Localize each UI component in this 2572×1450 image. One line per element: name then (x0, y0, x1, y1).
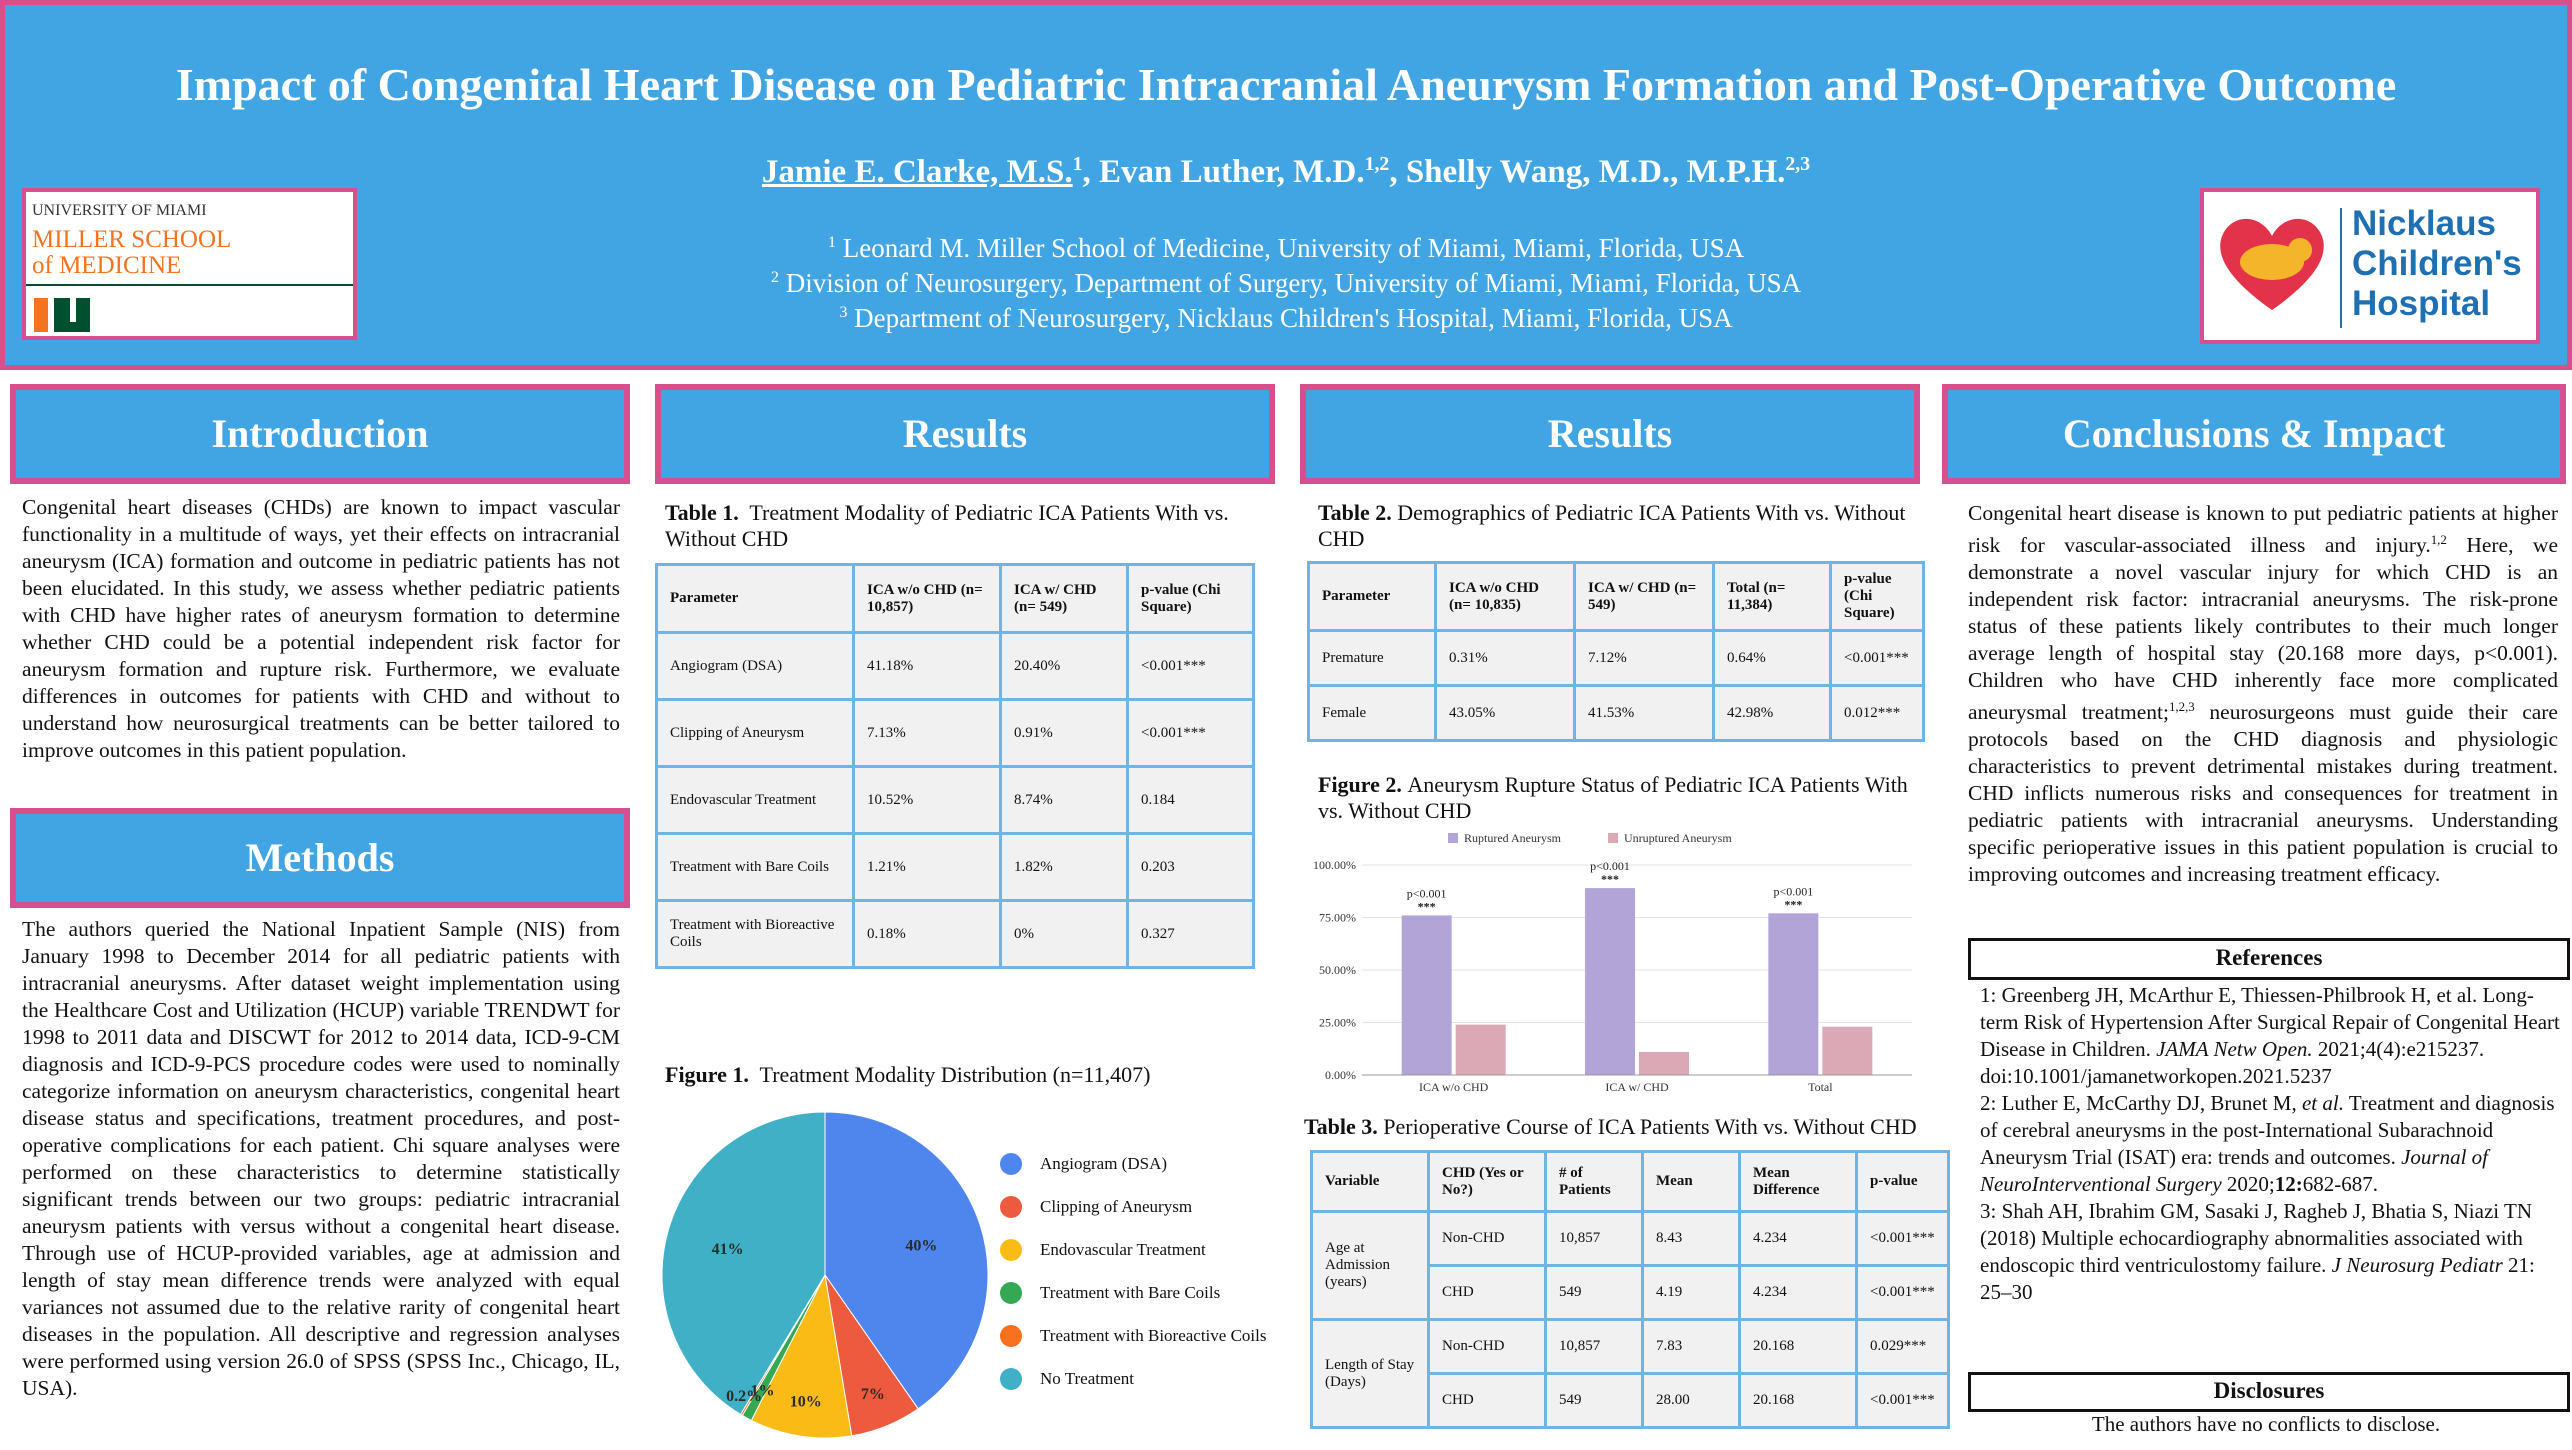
pie-label: 41% (712, 1241, 744, 1258)
legend-label: Ruptured Aneurysm (1464, 831, 1562, 845)
significance-stars: *** (1784, 897, 1802, 911)
significance-stars: *** (1601, 872, 1619, 886)
pie-slice (661, 1111, 826, 1416)
treatment-pie-chart: 40% 7% 10% 1%0.2% 41% (661, 1111, 989, 1439)
table2: Parameter ICA w/o CHD (n= 10,835) ICA w/… (1307, 561, 1925, 742)
y-tick-label: 100.00% (1313, 858, 1356, 872)
table-row: CHD 549 4.19 4.234 <0.001*** (1312, 1264, 1950, 1321)
pie-label: 1% (750, 1382, 774, 1399)
author-1: Jamie E. Clarke, M.S. (761, 154, 1073, 190)
reference-1: 1: Greenberg JH, McArthur E, Thiessen-Ph… (1980, 983, 2560, 1088)
reference-2: 2: Luther E, McCarthy DJ, Brunet M, et a… (1980, 1091, 2555, 1196)
table1-caption: Table 1. Treatment Modality of Pediatric… (665, 500, 1229, 551)
table3-caption: Table 3. Perioperative Course of ICA Pat… (1304, 1114, 1917, 1139)
table-row: Treatment with Bioreactive Coils 0.18% 0% 0… (655, 899, 1255, 969)
legend-item: Endovascular Treatment (1000, 1228, 1266, 1271)
results-heading-1: Results (655, 384, 1275, 484)
poster-header (0, 0, 2572, 370)
legend-item: Treatment with Bare Coils (1000, 1271, 1266, 1314)
figure2-caption: Figure 2. Aneurysm Rupture Status of Ped… (1318, 772, 1908, 823)
legend-label: Unruptured Aneurysm (1624, 831, 1732, 845)
references-heading: References (1968, 938, 2570, 980)
affiliation-3: 3 Department of Neurosurgery, Nicklaus C… (839, 303, 1733, 333)
legend-dot-icon (1000, 1367, 1022, 1390)
bar (1455, 1024, 1506, 1075)
legend-item: Clipping of Aneurysm (1000, 1185, 1266, 1228)
p-value-annotation: p<0.001 (1773, 884, 1813, 898)
reference-3: 3: Shah AH, Ibrahim GM, Sasaki J, Ragheb… (1980, 1199, 2535, 1304)
miller-school-logo: UNIVERSITY OF MIAMI MILLER SCHOOL of MED… (22, 188, 357, 340)
disclosures-text: The authors have no conflicts to disclos… (2091, 1412, 2441, 1436)
table-row: Clipping of Aneurysm 7.13% 0.91% <0.001*** (655, 698, 1255, 768)
pie-label: 10% (790, 1394, 822, 1411)
bar (1401, 915, 1452, 1075)
methods-heading: Methods (10, 808, 630, 908)
pie-label: 40% (905, 1238, 937, 1255)
introduction-heading: Introduction (10, 384, 630, 484)
x-tick-label: ICA w/ CHD (1605, 1080, 1669, 1094)
legend-dot-icon (1000, 1281, 1022, 1304)
table-row: Endovascular Treatment 10.52% 8.74% 0.184 (655, 765, 1255, 835)
legend-item: No Treatment (1000, 1357, 1266, 1400)
conclusions-heading: Conclusions & Impact (1942, 384, 2566, 484)
p-value-annotation: p<0.001 (1590, 859, 1630, 873)
pie-label: 0.2% (726, 1388, 762, 1405)
y-tick-label: 0.00% (1325, 1068, 1356, 1082)
table-row: Angiogram (DSA) 41.18% 20.40% <0.001*** (655, 631, 1255, 701)
author-3: , Shelly Wang, M.D., M.P.H. (1389, 154, 1786, 190)
disclosures-heading: Disclosures (1968, 1372, 2570, 1412)
pie-slice (750, 1273, 853, 1439)
legend-swatch (1448, 833, 1458, 843)
heart-bear-icon (2220, 218, 2324, 310)
results-heading-2: Results (1300, 384, 1920, 484)
bar (1639, 1051, 1689, 1075)
affiliation-1: 1 Leonard M. Miller School of Medicine, … (827, 233, 1745, 263)
author-list: Jamie E. Clarke, M.S.1, Evan Luther, M.D… (761, 153, 1811, 190)
bar (1768, 913, 1819, 1075)
legend-dot-icon (1000, 1238, 1022, 1261)
conclusions-text: Congenital heart disease is known to put… (1968, 501, 2559, 887)
author-2: , Evan Luther, M.D. (1082, 154, 1365, 190)
poster-title: Impact of Congenital Heart Disease on Pe… (175, 59, 2397, 110)
table-row: Treatment with Bare Coils 1.21% 1.82% 0.203 (655, 832, 1255, 902)
figure1-caption: Figure 1. Treatment Modality Distributio… (665, 1062, 1151, 1087)
legend-item: Angiogram (DSA) (1000, 1142, 1266, 1185)
y-tick-label: 75.00% (1319, 911, 1356, 925)
pie-slice (824, 1111, 989, 1410)
legend-item: Treatment with Bioreactive Coils (1000, 1314, 1266, 1357)
legend-dot-icon (1000, 1152, 1022, 1175)
nicklaus-logo: Nicklaus Children's Hospital (2200, 188, 2540, 344)
x-tick-label: Total (1808, 1080, 1833, 1094)
bar (1585, 888, 1635, 1075)
pie-legend: Angiogram (DSA) Clipping of Aneurysm End… (1000, 1142, 1266, 1400)
references-list: 1: Greenberg JH, McArthur E, Thiessen-Ph… (1980, 982, 2565, 1306)
table-row: Age at Admission (years) Non-CHD 10,857 8.… (1310, 1210, 1950, 1321)
affiliation-2: 2 Division of Neurosurgery, Department o… (770, 268, 1802, 298)
u-logo-icon (34, 298, 90, 332)
introduction-text: Congenital heart diseases (CHDs) are kno… (22, 495, 620, 762)
p-value-annotation: p<0.001 (1407, 886, 1447, 900)
table-row: Length of Stay (Days) Non-CHD 10,857 7.83 2… (1310, 1318, 1950, 1429)
table1: Parameter ICA w/o CHD (n= 10,857) ICA w/… (655, 563, 1255, 969)
table-row: Premature 0.31% 7.12% 0.64% <0.001*** (1307, 629, 1925, 687)
table3: Variable CHD (Yes or No?) # of Patients … (1310, 1150, 1950, 1429)
table2-caption: Table 2. Demographics of Pediatric ICA P… (1318, 500, 1906, 551)
table-row: Female 43.05% 41.53% 42.98% 0.012*** (1307, 684, 1925, 742)
bar (1822, 1026, 1873, 1075)
significance-stars: *** (1418, 899, 1436, 913)
legend-dot-icon (1000, 1195, 1022, 1218)
pie-label: 7% (861, 1386, 885, 1403)
rupture-bar-chart: Ruptured Aneurysm Unruptured Aneurysm 0.00… (1313, 831, 1912, 1094)
legend-swatch (1608, 833, 1618, 843)
x-tick-label: ICA w/o CHD (1419, 1080, 1489, 1094)
methods-text: The authors queried the National Inpatie… (22, 917, 620, 1400)
legend-dot-icon (1000, 1324, 1022, 1347)
table-row: CHD 549 28.00 20.168 <0.001*** (1312, 1372, 1950, 1429)
y-tick-label: 25.00% (1319, 1016, 1356, 1030)
y-tick-label: 50.00% (1319, 963, 1356, 977)
